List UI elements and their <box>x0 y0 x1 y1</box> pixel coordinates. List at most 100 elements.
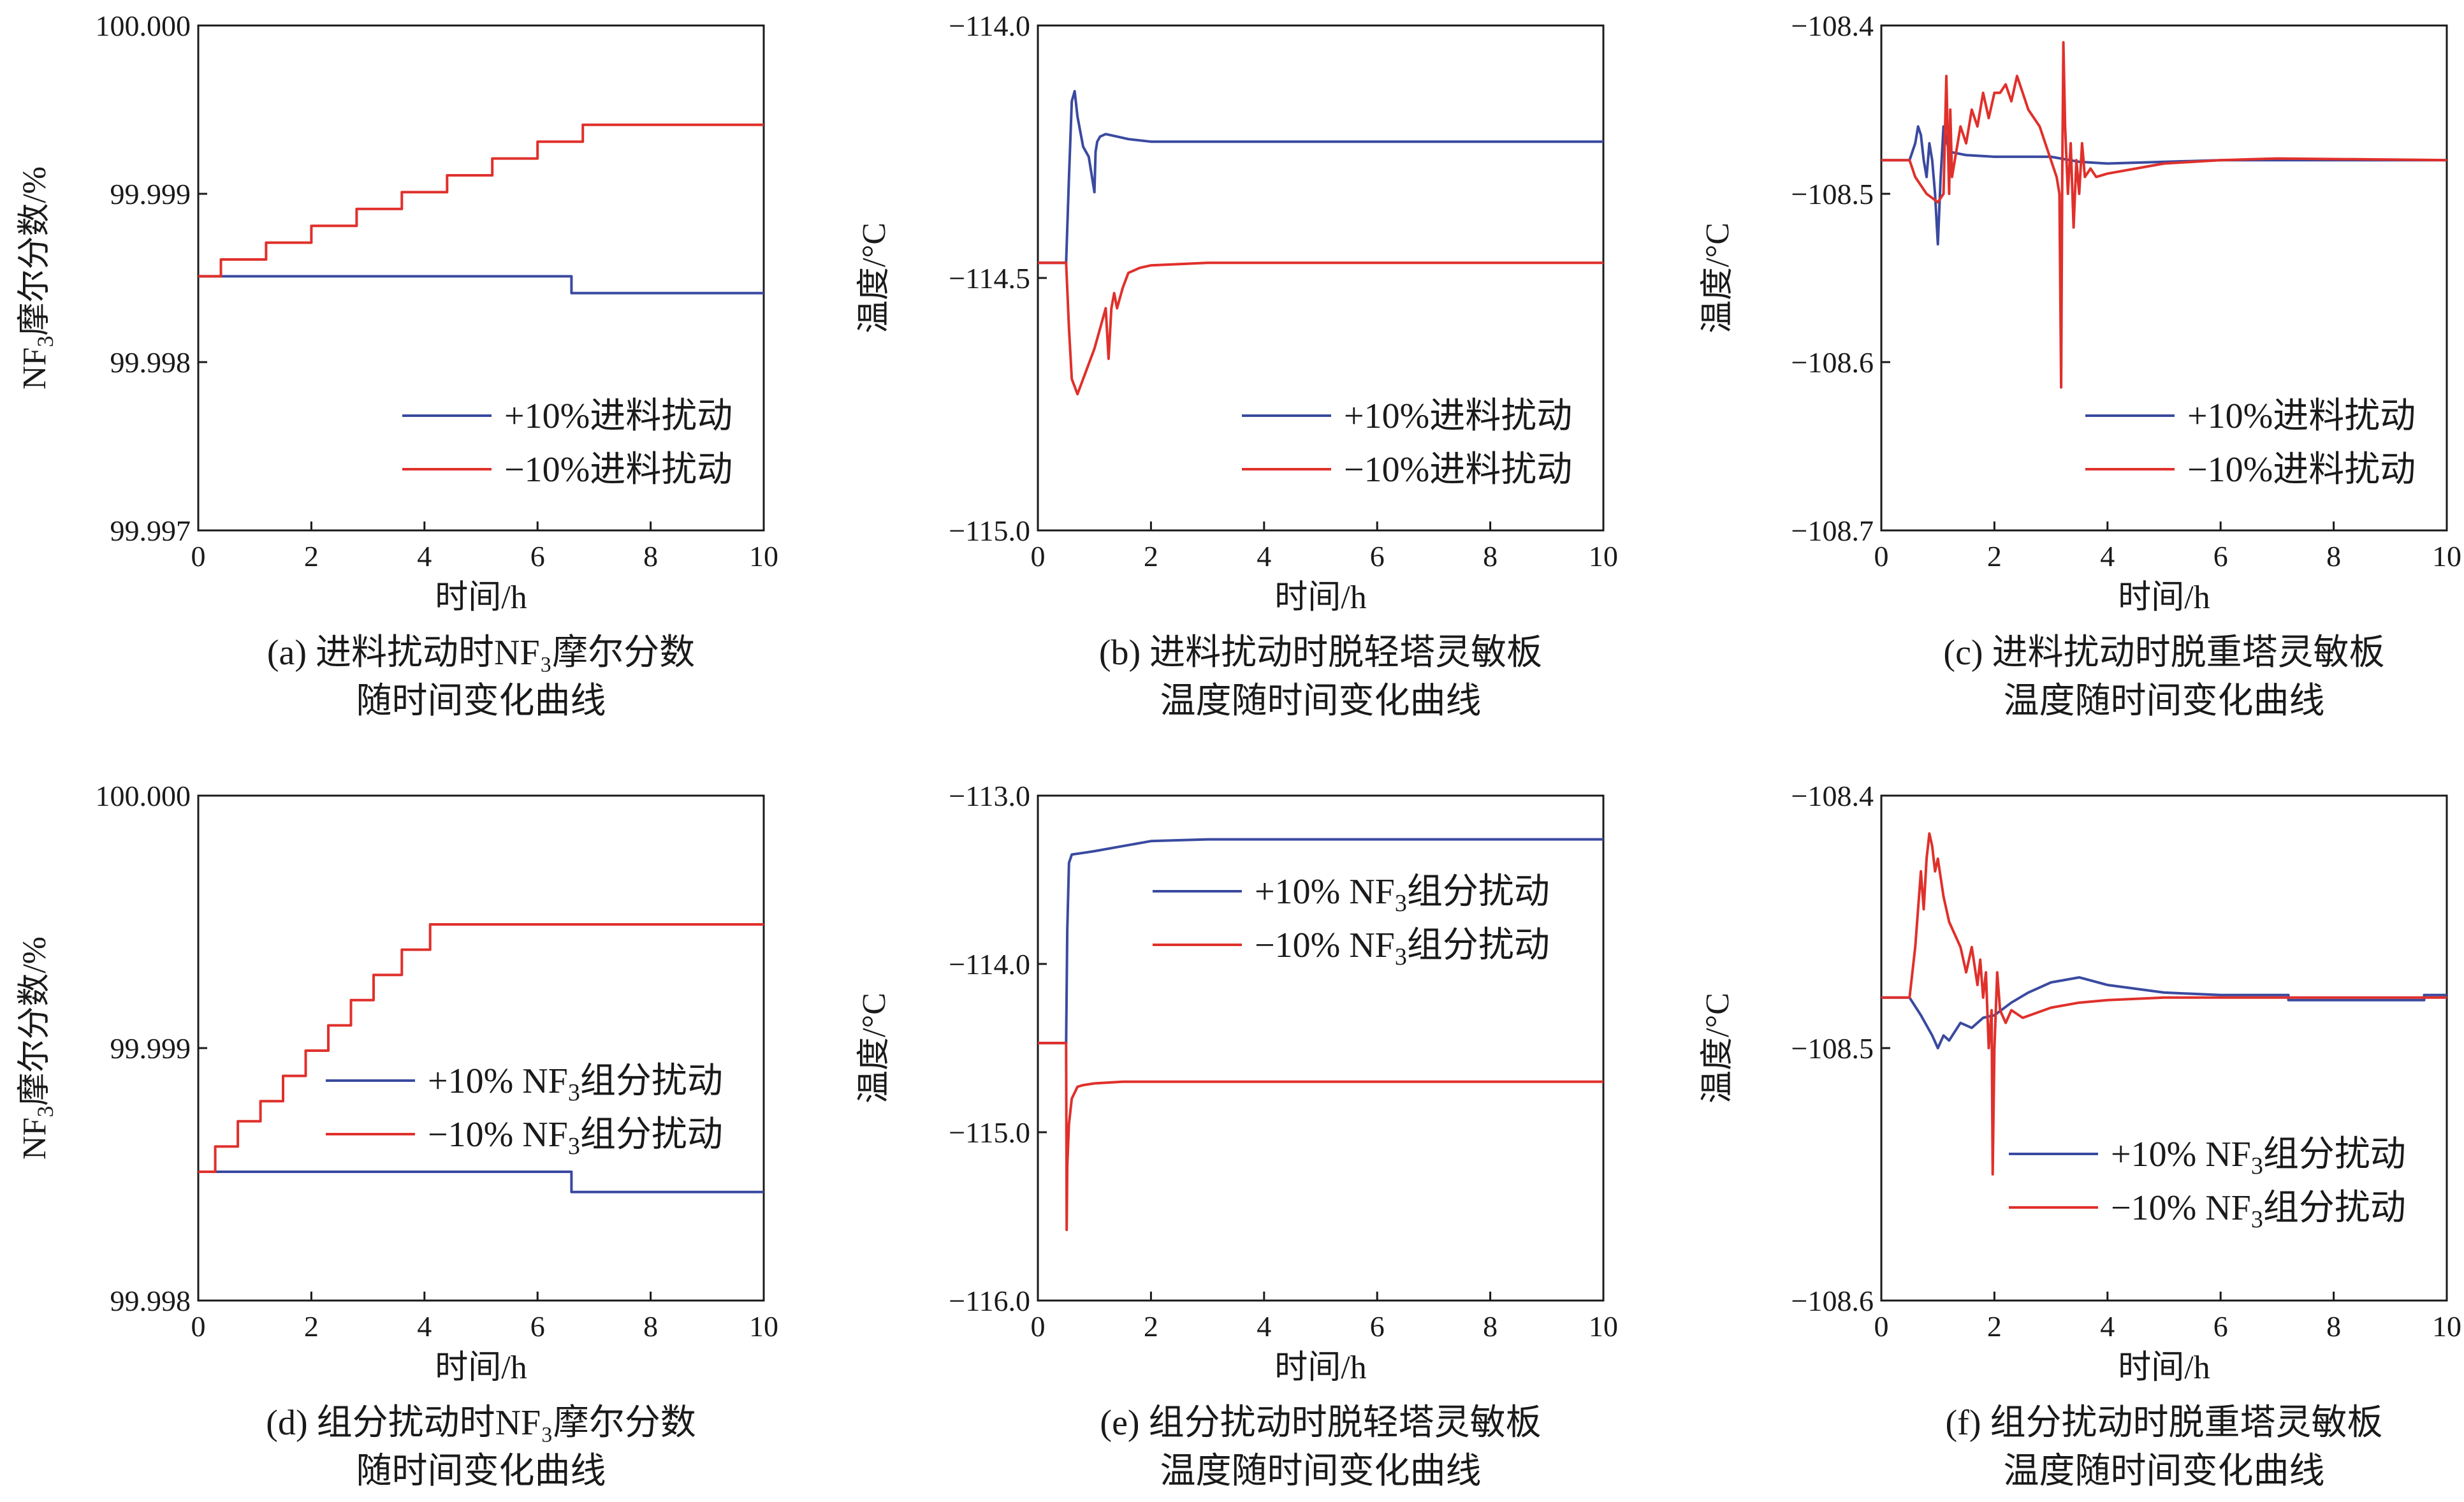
legend-label-0: +10%进料扰动 <box>2187 397 2416 436</box>
y-axis-label: NF3摩尔分数/% <box>17 937 58 1160</box>
x-tick-label: 0 <box>191 1310 206 1343</box>
x-tick-label: 4 <box>2100 540 2115 572</box>
x-tick-label: 8 <box>643 540 658 572</box>
legend-label-0: +10% NF3组分扰动 <box>2111 1135 2406 1179</box>
panel-caption-line-1: 温度随时间变化曲线 <box>1160 682 1482 721</box>
x-tick-label: 0 <box>191 540 206 572</box>
legend-label-1: −10% NF3组分扰动 <box>1255 926 1550 970</box>
x-tick-label: 10 <box>2432 1310 2461 1343</box>
x-axis-label: 时间/h <box>2118 1350 2210 1386</box>
y-tick-label: 99.998 <box>110 1285 191 1317</box>
series-line-0 <box>1038 838 1603 1045</box>
y-tick-label: −108.7 <box>1791 514 1874 547</box>
legend-label-1: −10%进料扰动 <box>504 450 733 490</box>
y-tick-label: 99.997 <box>110 514 191 547</box>
y-tick-label: −108.5 <box>1791 1032 1874 1065</box>
x-tick-label: 4 <box>417 540 432 572</box>
x-tick-label: 0 <box>1031 1310 1046 1343</box>
y-tick-label: −114.0 <box>949 10 1030 42</box>
series-line-0 <box>198 1170 764 1193</box>
plot-frame <box>1037 794 1605 1302</box>
y-tick-label: −116.0 <box>949 1285 1030 1317</box>
y-tick-label: −114.5 <box>949 262 1030 295</box>
panel-caption-line-0: (c) 进料扰动时脱重塔灵敏板 <box>1943 633 2384 673</box>
y-tick-label: −108.4 <box>1791 10 1874 42</box>
y-tick-label: −108.6 <box>1791 346 1874 379</box>
legend-label-0: +10% NF3组分扰动 <box>428 1061 723 1106</box>
x-axis-label: 时间/h <box>435 580 527 616</box>
x-tick-label: 4 <box>1257 540 1271 572</box>
legend-label-1: −10% NF3组分扰动 <box>2111 1188 2406 1233</box>
x-tick-label: 6 <box>530 1310 545 1343</box>
x-tick-label: 0 <box>1874 540 1889 572</box>
x-tick-label: 10 <box>749 1310 778 1343</box>
x-tick-label: 10 <box>2432 540 2461 572</box>
plot-frame <box>1880 24 2448 532</box>
legend-label-0: +10%进料扰动 <box>1344 397 1572 436</box>
series-line-0 <box>1038 90 1603 265</box>
y-tick-label: −108.5 <box>1791 178 1874 210</box>
y-axis-label: 温度/°C <box>1700 222 1736 333</box>
series-line-1 <box>1881 41 2447 389</box>
x-tick-label: 0 <box>1874 1310 1889 1343</box>
x-tick-label: 0 <box>1031 540 1046 572</box>
x-tick-label: 6 <box>1370 1310 1385 1343</box>
x-tick-label: 2 <box>1144 1310 1158 1343</box>
x-tick-label: 4 <box>2100 1310 2115 1343</box>
chart-panel-d: 0 2 4 6 8 10 99.998 99.999 100.000 时间/h NF3摩尔分数/% +… <box>17 780 778 1491</box>
legend-label-0: +10%进料扰动 <box>504 397 733 436</box>
x-tick-label: 8 <box>1483 1310 1498 1343</box>
x-tick-label: 2 <box>304 1310 319 1343</box>
x-tick-label: 8 <box>2326 1310 2341 1343</box>
series-line-1 <box>1038 261 1603 396</box>
series-line-1 <box>1038 1042 1603 1232</box>
x-tick-label: 2 <box>304 540 319 572</box>
y-tick-label: 100.000 <box>96 10 191 42</box>
chart-panel-a: 0 2 4 6 8 10 99.997 99.998 99.999 100.000 时间/h NF3摩… <box>17 10 778 721</box>
x-tick-label: 4 <box>1257 1310 1271 1343</box>
x-tick-label: 8 <box>2326 540 2341 572</box>
y-tick-label: −108.4 <box>1791 780 1874 812</box>
y-tick-label: 100.000 <box>96 780 191 812</box>
y-tick-label: −114.0 <box>949 948 1030 981</box>
y-axis-label: NF3摩尔分数/% <box>17 166 58 390</box>
y-tick-label: 99.999 <box>110 178 191 210</box>
y-tick-label: −113.0 <box>949 780 1030 812</box>
x-axis-label: 时间/h <box>435 1350 527 1386</box>
panel-caption-line-0: (a) 进料扰动时NF₃摩尔分数 <box>267 633 695 673</box>
x-tick-label: 8 <box>1483 540 1498 572</box>
panel-caption-line-1: 温度随时间变化曲线 <box>2004 1452 2325 1491</box>
chart-panel-e: 0 2 4 6 8 10 −116.0 −115.0 −114.0 −113.0 时间/h 温度/°C… <box>856 780 1618 1491</box>
panel-caption-line-1: 温度随时间变化曲线 <box>1160 1452 1482 1491</box>
panel-caption-line-0: (f) 组分扰动时脱重塔灵敏板 <box>1946 1403 2383 1443</box>
x-tick-label: 2 <box>1987 1310 2002 1343</box>
x-tick-label: 4 <box>417 1310 432 1343</box>
panel-caption-line-1: 随时间变化曲线 <box>356 1452 606 1491</box>
panel-caption-line-1: 随时间变化曲线 <box>356 682 606 721</box>
x-tick-label: 2 <box>1987 540 2002 572</box>
x-tick-label: 6 <box>2213 540 2228 572</box>
x-axis-label: 时间/h <box>2118 580 2210 616</box>
series-line-0 <box>198 275 764 295</box>
legend-label-1: −10%进料扰动 <box>1344 450 1572 490</box>
panel-caption-line-0: (b) 进料扰动时脱轻塔灵敏板 <box>1099 633 1542 673</box>
x-tick-label: 10 <box>1589 1310 1618 1343</box>
x-tick-label: 6 <box>1370 540 1385 572</box>
y-tick-label: −115.0 <box>949 1116 1030 1149</box>
x-tick-label: 6 <box>530 540 545 572</box>
y-tick-label: −115.0 <box>949 514 1030 547</box>
y-axis-label: 温度/°C <box>856 222 893 333</box>
y-tick-label: −108.6 <box>1791 1285 1874 1317</box>
series-line-0 <box>1881 976 2447 1049</box>
chart-panel-c: 0 2 4 6 8 10 −108.7 −108.6 −108.5 −108.4 时间/h 温度/°C… <box>1700 10 2461 721</box>
x-tick-label: 2 <box>1144 540 1158 572</box>
series-line-1 <box>1881 832 2447 1176</box>
plot-frame <box>197 24 765 532</box>
x-tick-label: 6 <box>2213 1310 2228 1343</box>
x-tick-label: 10 <box>1589 540 1618 572</box>
legend-label-1: −10%进料扰动 <box>2187 450 2416 490</box>
panel-caption-line-0: (d) 组分扰动时NF₃摩尔分数 <box>266 1403 696 1443</box>
series-line-1 <box>198 923 764 1173</box>
y-axis-label: 温度/°C <box>1700 993 1736 1104</box>
